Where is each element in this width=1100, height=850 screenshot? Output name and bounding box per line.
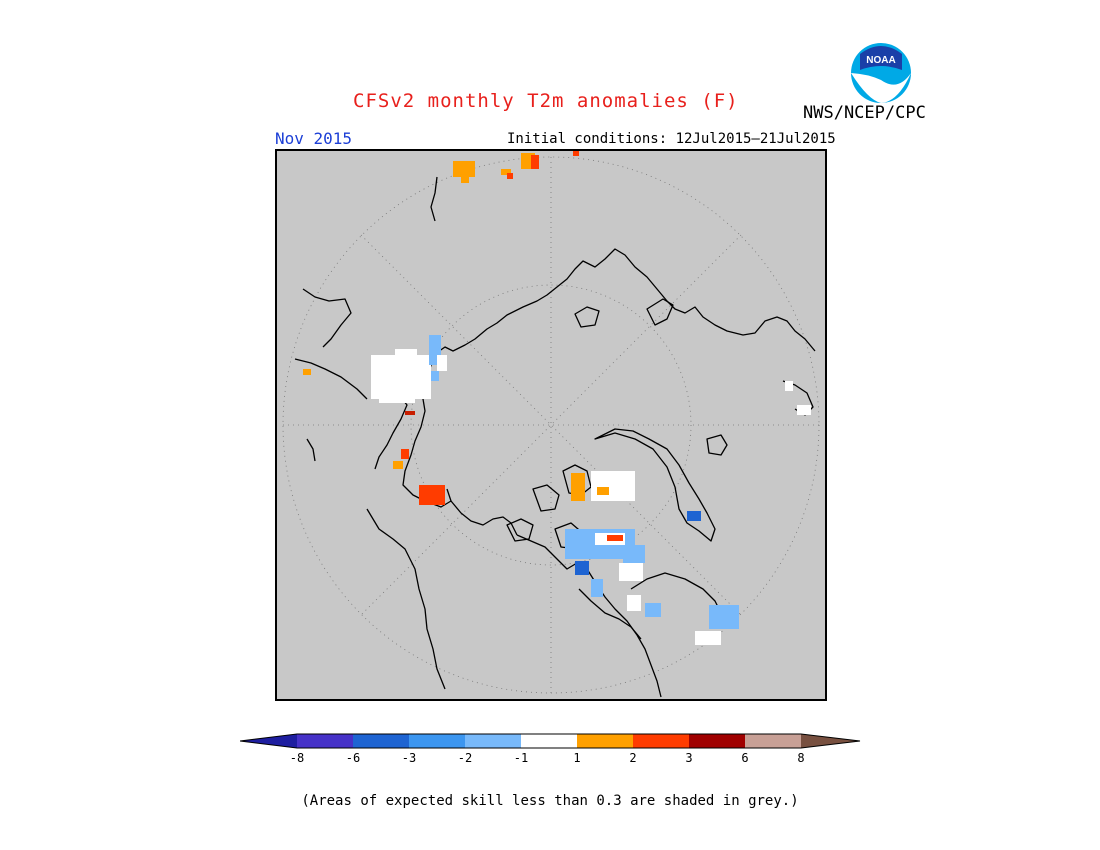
- coastline-novaya-zemlya: [646, 298, 674, 326]
- anomaly-patch-white: [379, 395, 415, 403]
- anomaly-patch-white: [371, 355, 431, 399]
- anomaly-patch-red: [507, 173, 513, 179]
- anomaly-patches: [303, 151, 811, 645]
- anomaly-patch-light-blue: [709, 605, 739, 629]
- anomaly-patch-light-blue: [645, 603, 661, 617]
- coastline-archipelago-2: [532, 484, 560, 512]
- legend-swatch-arrow-left: [240, 734, 297, 748]
- anomaly-patch-orange: [461, 175, 469, 183]
- legend-swatch: [689, 734, 745, 748]
- legend-tick-label: -8: [290, 751, 304, 765]
- anomaly-patch-white: [591, 471, 635, 501]
- polar-map: [275, 149, 827, 701]
- legend-swatch: [745, 734, 801, 748]
- skill-footnote: (Areas of expected skill less than 0.3 a…: [301, 793, 799, 809]
- anomaly-patch-red: [573, 151, 579, 156]
- legend-swatches: [240, 734, 860, 748]
- coastline-japan: [306, 438, 316, 462]
- anomaly-patch-white: [695, 631, 721, 645]
- coastline-north-america-west: [366, 508, 446, 690]
- anomaly-patch-orange: [571, 473, 585, 501]
- legend-tick-label: 1: [573, 751, 580, 765]
- legend-tick-label: 3: [685, 751, 692, 765]
- initial-conditions: Initial conditions: 12Jul2015–21Jul2015: [507, 131, 836, 147]
- coastline-svalbard: [574, 306, 600, 328]
- coastline-archipelago-3: [506, 518, 534, 542]
- chart-title: CFSv2 monthly T2m anomalies (F): [353, 90, 739, 112]
- color-legend: -8 -6 -3 -2 -1 1 2 3 6 8: [240, 733, 861, 765]
- coastline-hudson-bay: [578, 588, 642, 640]
- anomaly-patch-orange: [393, 461, 403, 469]
- anomaly-patch-light-blue: [623, 545, 645, 563]
- coastlines: [294, 176, 816, 698]
- anomaly-patch-orange: [501, 169, 511, 175]
- forecast-month: Nov 2015: [275, 129, 353, 148]
- coastline-africa-north: [430, 176, 438, 222]
- anomaly-patch-dark-blue: [575, 561, 589, 575]
- anomaly-patch-dark-red: [405, 411, 415, 415]
- coastline-greenland: [594, 428, 716, 542]
- legend-tick-label: 2: [629, 751, 636, 765]
- anomaly-patch-red: [401, 449, 409, 459]
- legend-tick-label: 8: [797, 751, 804, 765]
- coastline-europe-west: [302, 288, 352, 348]
- anomaly-patch-white: [627, 595, 641, 611]
- noaa-logo-icon: NOAA: [849, 41, 913, 105]
- anomaly-patch-red: [531, 155, 539, 169]
- legend-swatch: [297, 734, 353, 748]
- legend-swatch: [521, 734, 577, 748]
- anomaly-patch-light-blue: [431, 371, 439, 381]
- legend-swatch: [409, 734, 465, 748]
- legend-outline: [240, 733, 861, 749]
- anomaly-patch-white: [797, 405, 811, 415]
- legend-tick-label: 6: [741, 751, 748, 765]
- anomaly-patch-white: [395, 349, 417, 359]
- legend-swatch-arrow-right: [801, 734, 860, 748]
- anomaly-patch-white: [437, 355, 447, 371]
- legend-swatch: [633, 734, 689, 748]
- anomaly-patch-white: [619, 563, 643, 581]
- graticule: [282, 156, 820, 694]
- anomaly-patch-white: [785, 381, 793, 391]
- latitude-circle-inner: [410, 284, 692, 566]
- anomaly-patch-red: [419, 485, 445, 505]
- legend-tick-label: -6: [346, 751, 360, 765]
- coastline-baltic: [294, 358, 368, 400]
- agency-label: NWS/NCEP/CPC: [803, 103, 926, 123]
- coastline-alaska-arctic: [450, 500, 518, 536]
- logo-text: NOAA: [866, 55, 895, 66]
- legend-swatch: [465, 734, 521, 748]
- anomaly-patch-orange: [303, 369, 311, 375]
- coastline-labrador: [630, 572, 724, 618]
- anomaly-patch-red: [607, 535, 623, 541]
- legend-swatch: [577, 734, 633, 748]
- legend-tick-labels: -8 -6 -3 -2 -1 1 2 3 6 8: [290, 751, 805, 765]
- anomaly-patch-orange: [597, 487, 609, 495]
- coastline-eurasia-north: [434, 248, 816, 355]
- legend-tick-label: -1: [514, 751, 528, 765]
- legend-tick-label: -3: [402, 751, 416, 765]
- legend-swatch: [353, 734, 409, 748]
- anomaly-patch-light-blue: [591, 579, 603, 597]
- anomaly-patch-orange: [453, 161, 475, 177]
- legend-tick-label: -2: [458, 751, 472, 765]
- anomaly-patch-dark-blue: [687, 511, 701, 521]
- coastline-iceland: [706, 434, 728, 456]
